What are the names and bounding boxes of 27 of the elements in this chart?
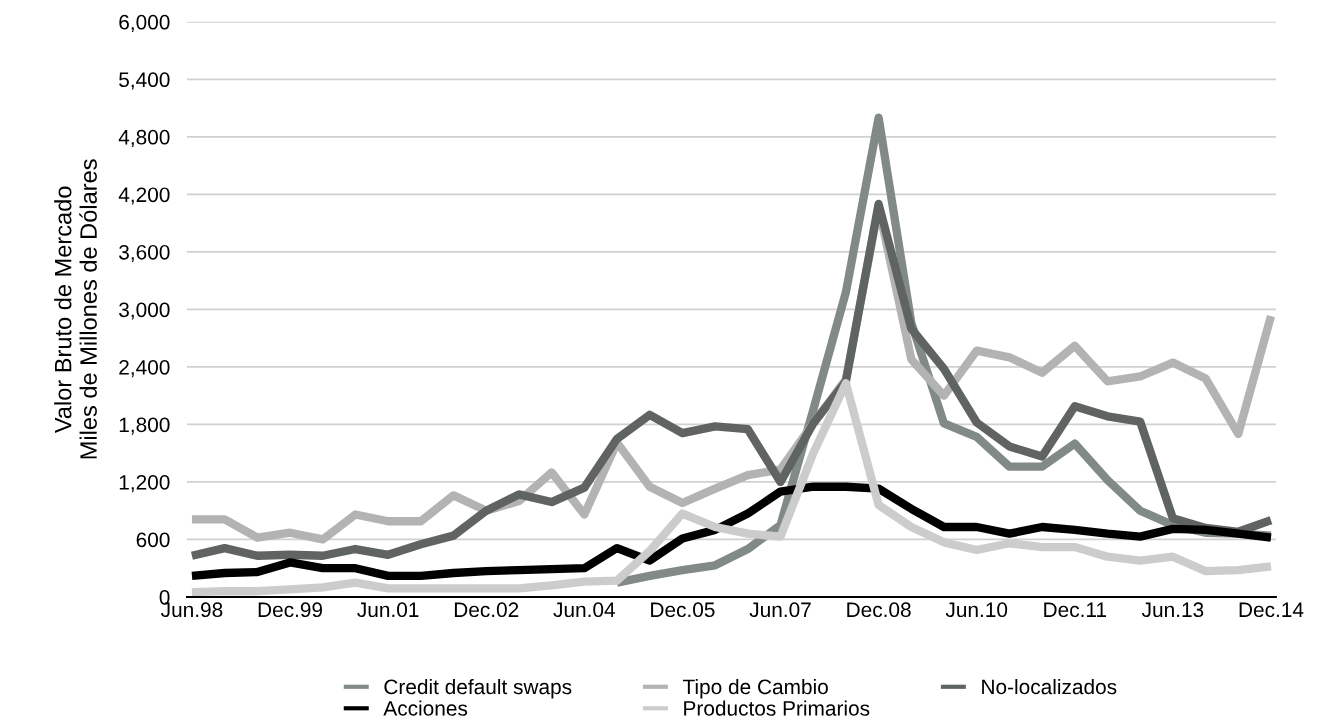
legend-label: Productos Primarios [684, 700, 870, 716]
legend-label: Tipo de Cambio [682, 678, 828, 699]
x-tick-label: Jun.13 [1141, 602, 1204, 618]
y-tick-label: 4,200 [118, 187, 170, 205]
x-tick-label: Dec.08 [847, 602, 911, 618]
legend-label: Credit default swaps [384, 678, 572, 699]
y-axis-title: Valor Bruto de Mercado Miles de Millones de Dólares [54, 159, 97, 459]
y-tick-label: 4,800 [118, 129, 170, 148]
x-tick-label: Dec.05 [651, 602, 715, 618]
x-tick-label: Jun.10 [945, 602, 1008, 618]
x-tick-label: Dec.11 [1044, 602, 1107, 618]
y-tick-label: 6,000 [119, 14, 170, 33]
y-tick-label: 600 [136, 532, 170, 548]
x-tick-label: Dec.99 [258, 602, 323, 618]
x-tick-label: Jun.07 [749, 602, 811, 618]
x-tick-label: Dec.02 [454, 602, 519, 618]
y-tick-label: 1,800 [119, 417, 170, 435]
y-tick-label: 5,400 [119, 72, 170, 90]
x-tick-label: Jun.01 [357, 602, 419, 618]
y-tick-label: 3,600 [119, 244, 170, 263]
legend-label: Acciones [383, 700, 468, 716]
x-tick-label: Jun.04 [553, 602, 615, 618]
x-tick-label: Dec.14 [1239, 602, 1304, 618]
y-tick-label: 3,000 [119, 302, 170, 320]
legend-label: No-localizados [982, 678, 1117, 695]
y-tick-label: 1,200 [119, 474, 170, 493]
y-tick-label: 2,400 [119, 359, 170, 378]
